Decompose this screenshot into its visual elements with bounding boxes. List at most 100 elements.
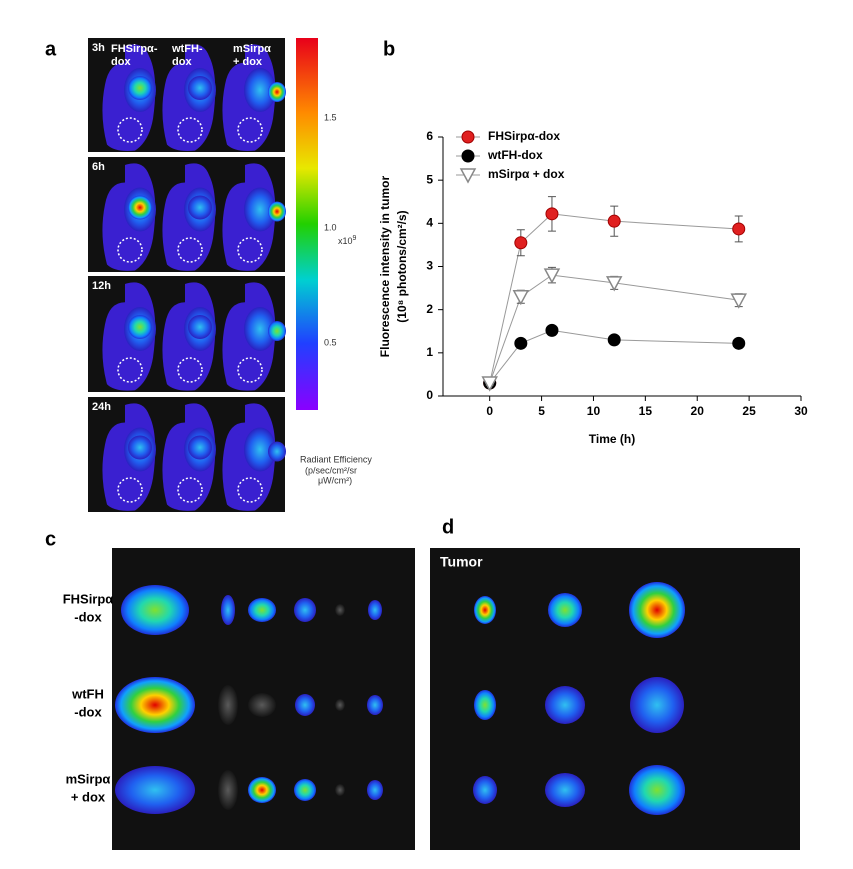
point — [607, 214, 621, 228]
point — [607, 333, 621, 347]
point — [545, 323, 559, 337]
image-title: Tumor — [440, 554, 483, 570]
organ — [115, 677, 195, 733]
row-label: + dox — [71, 789, 106, 804]
signal — [128, 315, 152, 339]
tumor — [474, 596, 496, 624]
tumor-outline — [177, 117, 203, 143]
group-label: FHSirpα- — [111, 43, 158, 55]
colorbar-multiplier: x109 — [338, 235, 357, 247]
group-label: + dox — [233, 56, 263, 68]
timepoint-label: 12h — [92, 280, 111, 292]
organ — [294, 598, 316, 622]
x-tick-label: 15 — [639, 404, 653, 418]
signal — [128, 76, 152, 100]
organ — [295, 694, 315, 716]
tumor — [545, 773, 585, 807]
point — [514, 336, 528, 350]
point — [732, 222, 746, 236]
colorbar-title: Radiant Efficiency — [300, 454, 372, 464]
group-label: wtFH- — [171, 43, 203, 55]
signal — [244, 307, 276, 351]
colorbar-unit: μW/cm²) — [318, 475, 352, 485]
tumor-outline — [177, 357, 203, 383]
row-label: mSirpα — [66, 771, 111, 786]
y-tick-label: 6 — [426, 129, 433, 143]
panel-c: c FHSirpα -dox wtFH -dox mSirpα + dox — [45, 528, 415, 850]
tumor — [545, 686, 585, 724]
point — [730, 293, 747, 309]
row-label: FHSirpα — [63, 591, 114, 606]
y-tick-label: 4 — [426, 216, 433, 230]
organ — [221, 595, 235, 625]
organ — [335, 699, 345, 711]
legend-label: FHSirpα-dox — [488, 129, 560, 143]
tumor-outline — [117, 357, 143, 383]
x-tick-label: 20 — [691, 404, 705, 418]
x-tick-label: 0 — [486, 404, 493, 418]
organ — [335, 784, 345, 796]
signal — [188, 315, 212, 339]
organ — [368, 600, 382, 620]
tumor — [473, 776, 497, 804]
x-tick-label: 30 — [794, 404, 808, 418]
organ — [248, 598, 276, 622]
signal — [268, 441, 286, 462]
signal — [188, 76, 212, 100]
tumor-outline — [177, 477, 203, 503]
panel-label: b — [383, 38, 395, 60]
signal — [244, 187, 276, 232]
point — [732, 336, 746, 350]
organ — [367, 780, 383, 800]
tumor — [548, 593, 582, 627]
x-tick-label: 10 — [587, 404, 601, 418]
signal — [244, 427, 276, 472]
y-tick-label: 2 — [426, 302, 433, 316]
legend-marker — [461, 149, 475, 163]
tumor — [629, 765, 685, 815]
signal — [188, 195, 212, 220]
panel-d: d Tumor — [430, 516, 800, 850]
panel-label: a — [45, 38, 57, 60]
panel-b: b 0 1 2 3 4 5 6 0 5 10 15 20 25 30 Time (h) Fluorescenc… — [378, 38, 808, 446]
row-label: -dox — [74, 704, 102, 719]
group-label: dox — [172, 56, 192, 68]
point — [512, 289, 530, 306]
signal — [128, 195, 152, 220]
tumor-outline — [177, 237, 203, 263]
y-tick-label: 0 — [426, 388, 433, 402]
colorbar-tick: 1.0 — [324, 222, 337, 232]
point — [605, 276, 623, 292]
y-axis-title: (10⁸ photons/cm²/s) — [395, 210, 409, 322]
colorbar-unit: (p/sec/cm²/sr — [305, 465, 357, 475]
signal — [188, 435, 212, 460]
tumor-outline — [237, 477, 263, 503]
panel-a: a 1.5 1.0 0.5 x109 Radiant Efficiency (p… — [45, 38, 372, 512]
tumor-outline — [117, 477, 143, 503]
tumor — [629, 582, 685, 638]
organ — [218, 770, 238, 810]
point — [481, 376, 498, 392]
y-tick-label: 1 — [426, 345, 433, 359]
organ — [367, 695, 383, 715]
tumor — [474, 690, 496, 720]
organ — [248, 777, 276, 803]
tumor — [630, 677, 684, 733]
colorbar — [296, 38, 318, 410]
organ — [115, 766, 195, 814]
y-tick-label: 3 — [426, 259, 433, 273]
y-axis-title: Fluorescence intensity in tumor — [378, 175, 392, 357]
organ — [248, 693, 276, 717]
colorbar-tick: 0.5 — [324, 337, 337, 347]
row-label: wtFH — [71, 686, 104, 701]
signal — [268, 82, 286, 102]
legend-marker — [461, 130, 475, 144]
organ — [335, 604, 345, 616]
legend-label: wtFH-dox — [487, 148, 543, 162]
tumor-outline — [117, 117, 143, 143]
timepoint-label: 3h — [92, 42, 105, 54]
signal — [128, 435, 152, 460]
point — [545, 207, 559, 221]
group-label: mSirpα — [233, 43, 271, 55]
